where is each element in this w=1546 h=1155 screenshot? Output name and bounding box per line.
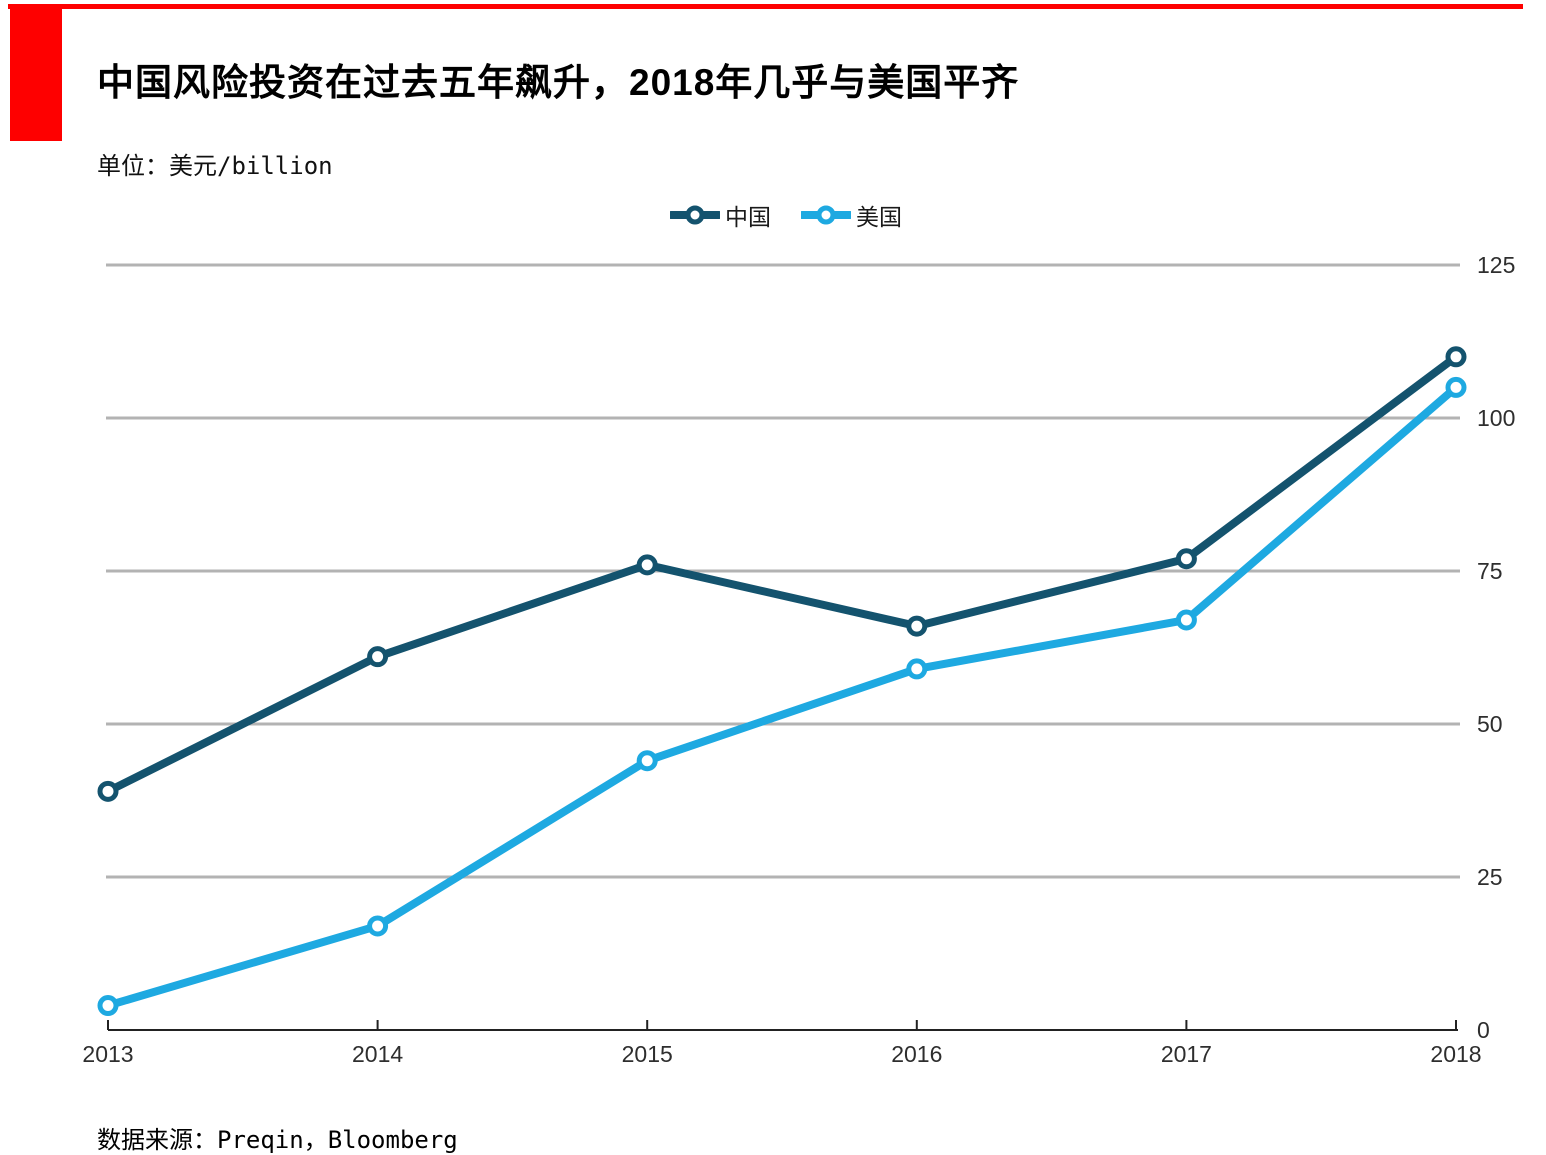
series-0-marker <box>97 780 119 802</box>
x-tick-label: 2015 <box>622 1041 673 1067</box>
series-0-marker <box>636 554 658 576</box>
y-tick-label: 125 <box>1477 252 1515 278</box>
x-tick-label: 2013 <box>82 1041 133 1067</box>
series-line-1 <box>104 383 1460 1010</box>
legend-item-0: 中国 <box>670 198 771 232</box>
line-open-circle-icon <box>801 205 851 225</box>
series-1-marker <box>1445 376 1467 398</box>
chart-unit-label: 单位：美元/billion <box>97 152 333 180</box>
series-1-marker <box>636 750 658 772</box>
series-line-0 <box>104 352 1460 796</box>
series-1-marker <box>367 915 389 937</box>
x-tick-label: 2014 <box>352 1041 403 1067</box>
series-0-marker <box>1175 548 1197 570</box>
series-1-marker <box>906 658 928 680</box>
legend-label: 中国 <box>725 205 771 231</box>
source-note: 数据来源：Preqin，Bloomberg <box>97 1126 458 1154</box>
y-tick-label: 0 <box>1477 1017 1490 1043</box>
x-tick-label: 2017 <box>1161 1041 1212 1067</box>
x-tick-label: 2018 <box>1430 1041 1481 1067</box>
series-0-marker <box>367 646 389 668</box>
y-tick-label: 50 <box>1477 711 1503 737</box>
red-accent-block <box>10 9 62 141</box>
series-1-marker <box>1175 609 1197 631</box>
chart-title: 中国风险投资在过去五年飙升，2018年几乎与美国平齐 <box>97 62 1020 103</box>
chart-legend: 中国 美国 <box>0 198 1546 232</box>
series-1-marker <box>97 995 119 1017</box>
y-tick-label: 75 <box>1477 558 1503 584</box>
red-top-rule <box>8 4 1523 9</box>
legend-item-1: 美国 <box>801 198 902 232</box>
line-open-circle-icon <box>670 205 720 225</box>
legend-label: 美国 <box>856 205 902 231</box>
y-tick-label: 100 <box>1477 405 1515 431</box>
y-tick-label: 25 <box>1477 864 1503 890</box>
series-0-marker <box>1445 346 1467 368</box>
x-tick-label: 2016 <box>891 1041 942 1067</box>
series-0-marker <box>906 615 928 637</box>
